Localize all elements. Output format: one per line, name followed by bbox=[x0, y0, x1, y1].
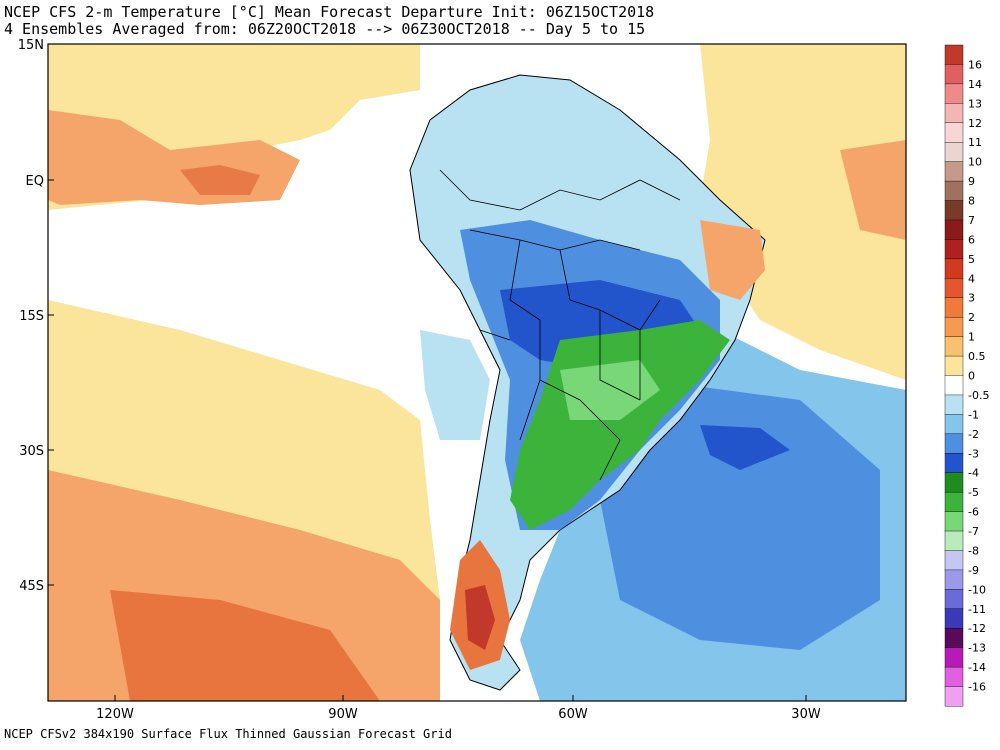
colorbar-swatch bbox=[944, 355, 964, 376]
colorbar-swatch bbox=[944, 453, 964, 474]
colorbar-label: 12 bbox=[968, 117, 982, 130]
colorbar-swatch bbox=[944, 161, 964, 182]
colorbar-swatch bbox=[944, 491, 964, 513]
colorbar-label: -5 bbox=[968, 486, 979, 499]
colorbar-label: 1 bbox=[968, 331, 975, 344]
colorbar-label: 3 bbox=[968, 292, 975, 305]
colorbar-label: -12 bbox=[968, 622, 986, 635]
colorbar-label: 5 bbox=[968, 253, 975, 266]
colorbar-swatch bbox=[944, 628, 964, 649]
colorbar-swatch bbox=[944, 608, 964, 629]
colorbar-swatch bbox=[944, 200, 964, 221]
colorbar-swatch bbox=[944, 258, 964, 279]
colorbar-swatch bbox=[944, 142, 964, 163]
country-borders bbox=[439, 169, 681, 481]
colorbar-swatch bbox=[944, 219, 964, 240]
lon-label-30w: 30W bbox=[791, 707, 821, 722]
anomaly-region-north-atlantic-orange bbox=[840, 140, 906, 240]
colorbar-label: -11 bbox=[968, 603, 986, 616]
colorbar-swatch bbox=[944, 530, 964, 551]
colorbar-label: -2 bbox=[968, 428, 979, 441]
colorbar-swatch bbox=[944, 433, 964, 454]
colorbar-swatch bbox=[944, 686, 964, 707]
colorbar-swatch bbox=[944, 472, 964, 493]
colorbar-swatch bbox=[944, 180, 964, 202]
colorbar-label: 8 bbox=[968, 195, 975, 208]
colorbar-swatch bbox=[944, 375, 964, 396]
colorbar-label: 4 bbox=[968, 272, 975, 285]
colorbar-swatch bbox=[944, 83, 964, 104]
colorbar-swatch bbox=[944, 278, 964, 299]
colorbar-label: 9 bbox=[968, 175, 975, 188]
lat-label-30s: 30S bbox=[19, 444, 44, 459]
colorbar-swatch bbox=[944, 122, 964, 143]
colorbar-swatch bbox=[944, 647, 964, 668]
colorbar-label: -4 bbox=[968, 467, 979, 480]
colorbar-label: -3 bbox=[968, 447, 979, 460]
colorbar-label: -0.5 bbox=[968, 389, 989, 402]
lat-label-15s: 15S bbox=[19, 309, 44, 324]
colorbar-swatch bbox=[944, 44, 964, 65]
anomaly-region-patagonia-red bbox=[465, 585, 495, 650]
anomaly-region-south-atlantic-blue bbox=[600, 380, 880, 650]
colorbar-swatch bbox=[944, 569, 964, 590]
colorbar-label: 2 bbox=[968, 311, 975, 324]
lon-label-90w: 90W bbox=[328, 707, 358, 722]
colorbar-label: 11 bbox=[968, 136, 982, 149]
anomaly-region-north-pacific-red bbox=[180, 165, 260, 195]
latitude-axis: 15N EQ 15S 30S 45S bbox=[18, 38, 54, 594]
colorbar-label: -6 bbox=[968, 506, 979, 519]
colorbar-swatch bbox=[944, 666, 964, 688]
anomaly-region-ne-brazil-warm bbox=[700, 220, 765, 300]
colorbar-label: -13 bbox=[968, 642, 986, 655]
colorbar-swatch bbox=[944, 103, 964, 124]
colorbar-swatch bbox=[944, 239, 964, 260]
colorbar-swatch bbox=[944, 589, 964, 610]
colorbar-swatch bbox=[944, 297, 964, 318]
footer-caption: NCEP CFSv2 384x190 Surface Flux Thinned … bbox=[4, 727, 452, 741]
colorbar-label: -10 bbox=[968, 583, 986, 596]
colorbar-label: 0 bbox=[968, 370, 975, 383]
colorbar-label: -8 bbox=[968, 544, 979, 557]
chart-title: NCEP CFS 2-m Temperature [°C] Mean Forec… bbox=[4, 3, 655, 21]
colorbar-label: -9 bbox=[968, 564, 979, 577]
colorbar-label: 13 bbox=[968, 97, 982, 110]
colorbar-swatch bbox=[944, 316, 964, 338]
anomaly-region-south-pacific-red bbox=[110, 590, 380, 701]
colorbar-swatch bbox=[944, 336, 964, 357]
colorbar-swatch bbox=[944, 394, 964, 415]
colorbar-label: -14 bbox=[968, 661, 986, 674]
chart-subtitle: 4 Ensembles Averaged from: 06Z20OCT2018 … bbox=[4, 20, 646, 38]
anomaly-region-pacific-cool-patch bbox=[420, 330, 490, 440]
colorbar-label: -7 bbox=[968, 525, 979, 538]
colorbar-label: 0.5 bbox=[968, 350, 986, 363]
colorbar-label: 7 bbox=[968, 214, 975, 227]
colorbar-label: 16 bbox=[968, 58, 982, 71]
lat-label-15n: 15N bbox=[18, 38, 44, 53]
south-america bbox=[409, 74, 766, 691]
colorbar-label: 6 bbox=[968, 233, 975, 246]
colorbar-swatch bbox=[944, 511, 964, 532]
lon-label-120w: 120W bbox=[96, 707, 134, 722]
lat-label-45s: 45S bbox=[19, 579, 44, 594]
anomaly-region-south-atlantic-deep-blue bbox=[700, 425, 790, 470]
colorbar-label: -16 bbox=[968, 681, 986, 694]
map-frame bbox=[47, 43, 907, 702]
longitude-axis: 120W 90W 60W 30W bbox=[96, 695, 821, 722]
colorbar-swatch bbox=[944, 414, 964, 435]
colorbar-label: 10 bbox=[968, 156, 982, 169]
colorbar-swatch bbox=[944, 550, 964, 571]
colorbar-label: 14 bbox=[968, 78, 982, 91]
colorbar-label: -1 bbox=[968, 408, 979, 421]
colorbar-legend: 16 14 13 12 11 10 9 8 7 6 5 4 3 2 1 0.5 0 -0.5 -1 -2 -3 -4 -5 -… bbox=[944, 44, 989, 707]
colorbar-swatch bbox=[944, 64, 964, 85]
lat-label-eq: EQ bbox=[26, 174, 44, 189]
lon-label-60w: 60W bbox=[558, 707, 588, 722]
